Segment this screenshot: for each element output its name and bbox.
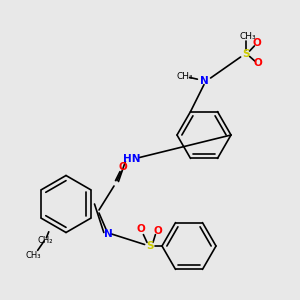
Text: N: N: [103, 229, 112, 239]
Text: HN: HN: [123, 154, 141, 164]
Text: O: O: [118, 161, 127, 172]
Text: O: O: [136, 224, 146, 235]
Text: CH₂: CH₂: [38, 236, 53, 245]
Text: O: O: [254, 58, 262, 68]
Text: O: O: [153, 226, 162, 236]
Text: O: O: [252, 38, 261, 49]
Text: CH₃: CH₃: [26, 251, 41, 260]
Text: CH₃: CH₃: [239, 32, 256, 40]
Text: S: S: [242, 49, 250, 59]
Text: N: N: [200, 76, 208, 86]
Text: CH₃: CH₃: [176, 72, 193, 81]
Text: S: S: [146, 241, 154, 251]
